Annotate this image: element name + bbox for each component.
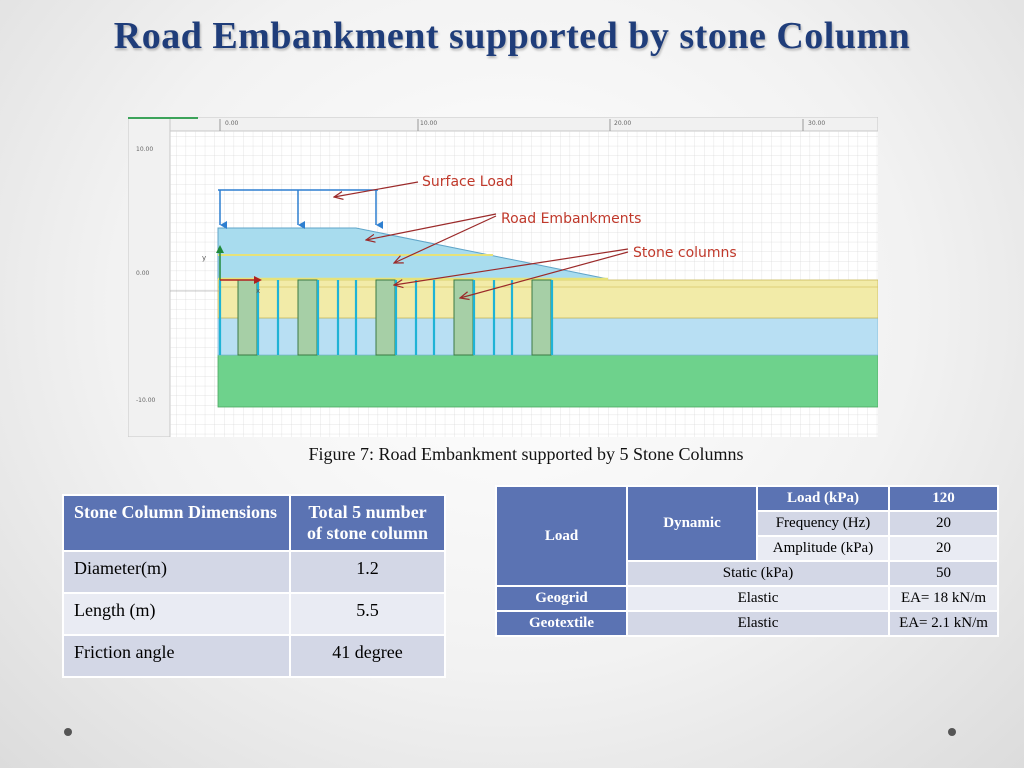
table-cell: Frequency (Hz)	[756, 510, 890, 537]
table-cell: 1.2	[289, 550, 446, 594]
table-row: Friction angle 41 degree	[62, 634, 446, 678]
x-ticks: 0.00 10.00 20.00 30.00	[219, 119, 825, 131]
y-tick-label: -10.00	[136, 397, 156, 404]
table-cell: Amplitude (kPa)	[756, 535, 890, 562]
table-cell: Elastic	[626, 610, 890, 637]
x-tick-label: 30.00	[808, 120, 825, 127]
table-cell: Length (m)	[62, 592, 291, 636]
table-header-cell: Total 5 number of stone column	[289, 494, 446, 552]
axis-markers: y x	[170, 245, 262, 295]
y-tick-label: 10.00	[136, 146, 153, 153]
stone-column	[237, 279, 258, 356]
top-ruler	[128, 117, 878, 132]
table-cell: 50	[888, 560, 999, 587]
drain-lines	[218, 280, 554, 355]
table-header-cell: Geogrid	[495, 585, 628, 612]
table-header-cell: Geotextile	[495, 610, 628, 637]
x-tick-label: 20.00	[614, 120, 631, 127]
table-row: Diameter(m) 1.2	[62, 550, 446, 594]
stone-column	[375, 279, 396, 356]
annotations: Surface Load Road Embankments Stone colu…	[422, 174, 737, 261]
table-header-row: Stone Column Dimensions Total 5 number o…	[62, 494, 446, 552]
table-header-cell: Load	[495, 485, 628, 587]
table-cell: 20	[888, 535, 999, 562]
stone-column	[531, 279, 552, 356]
table-cell: EA= 18 kN/m	[888, 585, 999, 612]
stone-column	[453, 279, 474, 356]
y-ticks: 10.00 0.00 -10.00	[136, 146, 156, 404]
table-row: Amplitude (kPa) 20	[496, 535, 999, 562]
table-cell: 20	[888, 510, 999, 537]
table-row: Length (m) 5.5	[62, 592, 446, 636]
table-cell: Elastic	[626, 585, 890, 612]
annotation-road-embankments: Road Embankments	[501, 211, 641, 227]
table-row: Load Dynamic Load (kPa) 120	[495, 485, 999, 587]
table-header-cell: Load (kPa)	[756, 485, 890, 512]
table-cell: Friction angle	[62, 634, 291, 678]
annotation-arrows	[334, 181, 629, 298]
left-ruler	[128, 117, 171, 437]
annotation-surface-load: Surface Load	[422, 174, 513, 190]
figure-caption: Figure 7: Road Embankment supported by 5…	[308, 444, 744, 464]
table-row: Geotextile Elastic EA= 2.1 kN/m	[495, 610, 999, 637]
table-cell: Static (kPa)	[626, 560, 890, 587]
table-cell: 5.5	[289, 592, 446, 636]
green-soil-layer	[217, 354, 878, 408]
slide-bullet-dot	[948, 728, 956, 736]
table-row: Geogrid Elastic EA= 18 kN/m	[495, 585, 999, 612]
stone-column	[297, 279, 318, 356]
embankment-figure: 0.00 10.00 20.00 30.00 10.00 0.00 -10.00	[128, 117, 878, 437]
slide-title: Road Embankment supported by stone Colum…	[113, 15, 911, 57]
table-cell: Diameter(m)	[62, 550, 291, 594]
annotation-stone-columns: Stone columns	[633, 245, 737, 261]
x-tick-label: 0.00	[225, 120, 239, 127]
x-axis-label: x	[256, 287, 260, 295]
table-header-cell: Dynamic	[626, 485, 758, 562]
slide-bullet-dot	[64, 728, 72, 736]
table-row: Frequency (Hz) 20	[496, 510, 999, 537]
table-cell: EA= 2.1 kN/m	[888, 610, 999, 637]
table-cell: 41 degree	[289, 634, 446, 678]
stone-column-dimensions-table: Stone Column Dimensions Total 5 number o…	[62, 494, 446, 678]
x-tick-label: 10.00	[420, 120, 437, 127]
y-tick-label: 0.00	[136, 270, 150, 277]
table-header-cell: 120	[888, 485, 999, 512]
table-row: Static (kPa) 50	[496, 560, 999, 587]
surface-load	[218, 189, 383, 229]
y-axis-label: y	[202, 254, 206, 262]
load-parameters-table: Load Dynamic Load (kPa) 120 Frequency (H…	[495, 485, 999, 637]
table-header-cell: Stone Column Dimensions	[62, 494, 291, 552]
